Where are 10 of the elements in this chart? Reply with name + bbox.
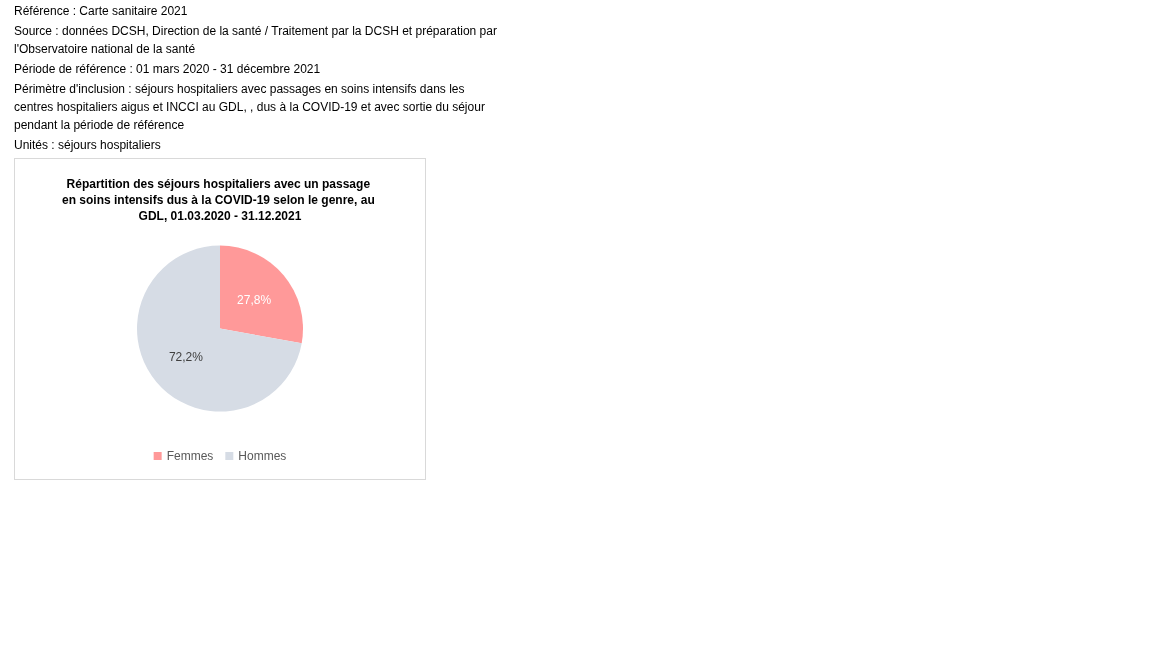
source-note: Source : données DCSH, Direction de la santé / Traitement par la DCSH et préparation par l'Observatoire national de la santé (14, 23, 498, 58)
legend-label: Hommes (238, 449, 287, 463)
data-label: 27,8% (237, 293, 272, 308)
legend-label: Femmes (166, 449, 214, 463)
text: Référence : Carte sanitaire 2021 (14, 3, 189, 20)
text: Périmètre d'inclusion : séjours hospitaliers avec passages en soins intensifs dans les centres hospitaliers aigus et INCCI au GDL, , dus à la COVID-19 et avec sortie du séjour pendant la période de référence (14, 81, 486, 134)
text: Période de référence : 01 mars 2020 - 31 décembre 2021 (14, 61, 322, 78)
text: Unités : séjours hospitaliers (14, 137, 162, 154)
data-label: 72,2% (168, 350, 204, 365)
chart-title: Répartition des séjours hospitaliers avec un passage en soins intensifs dus à la COVID-19 selon le genre, au GDL, 01.03.2020 - 31.12.2021 (61, 177, 379, 223)
